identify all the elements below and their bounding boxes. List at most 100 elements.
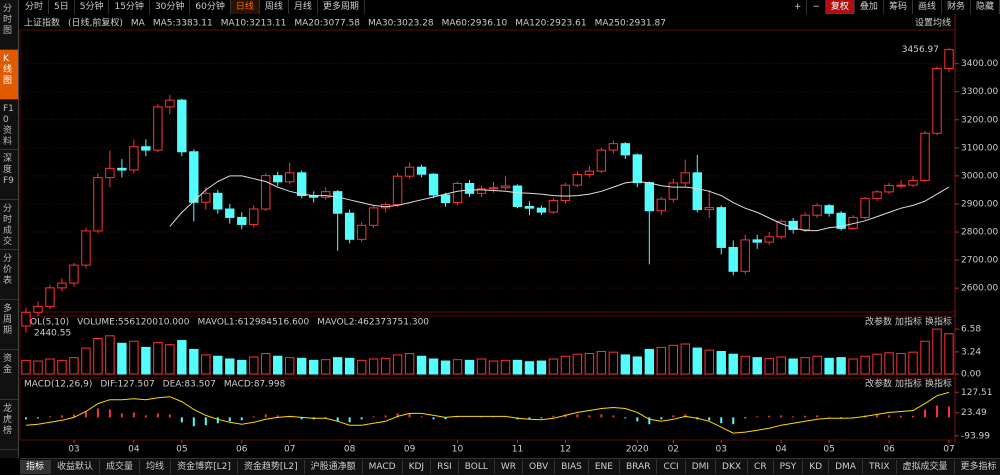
volume-bar [249,356,259,375]
x-tick-label: 06 [883,445,895,455]
candle-body [584,170,595,176]
indicator-tab[interactable]: BIAS [555,460,589,474]
indicator-tab[interactable]: MACD [363,460,403,474]
tool-button[interactable]: 筹码 [884,0,913,14]
candle-body [297,172,307,197]
indicator-tab[interactable]: ENE [589,460,620,474]
candle-body [141,146,151,151]
tool-button[interactable]: 复权 [825,0,855,14]
indicator-tab[interactable]: DKX [716,460,749,474]
header-text: MA5:3383.11 [153,19,213,29]
toolbar: 分时 5日 5分钟 15分钟 30分钟 60分钟 日线 周线 月线 更多周期 + − 复权 叠加 筹码 画线财… [20,0,1000,14]
sidebar-tab[interactable]: 资金 [0,350,18,400]
panel-button[interactable]: 改参数 [865,378,892,390]
sidebar-tab[interactable]: 分时图 [0,0,18,50]
tool-button[interactable]: 叠加 [855,0,884,14]
volume-bar [596,350,607,375]
y-tick-label: 2600.00 [961,284,998,294]
period-button[interactable]: 5日 [49,0,75,14]
sidebar-tab[interactable]: 分价表 [0,250,18,300]
header-text: MA10:3213.11 [221,19,287,29]
sidebar-tab[interactable]: 龙虎榜 [0,400,18,450]
indicator-tab[interactable]: CR [748,460,774,474]
indicator-tab[interactable]: BRAR [620,460,658,474]
volume-bar [392,354,403,375]
candle-body [21,311,31,327]
indicator-tab[interactable]: 资金趋势[L2] [238,460,305,474]
period-button[interactable]: 5分钟 [75,0,110,14]
indicator-tab[interactable]: 指标 [20,460,52,474]
volume-bar [812,355,822,375]
panel-button[interactable]: 加指标 [895,316,922,328]
period-button[interactable]: 30分钟 [150,0,191,14]
sidebar-tab[interactable]: K线图 [0,50,18,100]
panel-button[interactable]: 换指标 [925,316,952,328]
candle-body [261,175,271,210]
tool-button[interactable]: 隐藏 [971,0,1000,14]
period-button[interactable]: 周线 [260,0,289,14]
period-button[interactable]: 月线 [289,0,318,14]
volume-bar [668,344,678,375]
period-button[interactable]: 更多周期 [318,0,365,14]
candle-body [632,154,643,184]
candle-body [285,172,295,183]
candle-body [896,184,906,187]
period-button[interactable]: 60分钟 [190,0,231,14]
volume-bar [344,357,355,375]
y-tick-label: 2900.00 [961,199,998,209]
x-tick-label: 02 [668,445,679,455]
sidebar-tab[interactable]: 多周期 [0,300,18,350]
sidebar-tab[interactable]: F10资料 [0,100,18,150]
sidebar-tab[interactable]: 分时成交 [0,200,18,250]
indicator-tab[interactable]: 均线 [140,460,172,474]
indicator-tab[interactable]: 成交量 [100,460,141,474]
y-tick-label: 23.49 [961,408,987,418]
panel-button[interactable]: 加指标 [895,378,922,390]
period-button[interactable]: 日线 [230,0,260,14]
volume-bar [680,343,690,375]
indicator-tab[interactable]: 沪股通净额 [305,460,363,474]
volume-bar [273,355,283,375]
indicator-tab[interactable]: CCI [657,460,686,474]
settings-button[interactable]: 设置均线 [915,17,951,29]
tool-button[interactable]: − [807,0,826,14]
volume-bar [69,357,79,375]
panel-button[interactable]: 换指标 [925,378,952,390]
indicator-tab[interactable]: DMI [686,460,717,474]
x-tick-label: 04 [775,445,787,455]
candle-body [344,212,355,240]
indicator-tab[interactable]: KD [803,460,830,474]
indicator-tab[interactable]: RSI [431,460,459,474]
panel-frame [19,29,956,313]
volume-bar [884,352,894,375]
indicator-tab[interactable]: 资金博弈[L2] [171,460,238,474]
indicator-tab[interactable]: TRIX [863,460,897,474]
volume-bar [728,353,738,375]
tool-button[interactable]: 画线 [913,0,942,14]
candle-body [428,173,439,196]
indicator-tab[interactable]: 虚拟成交量 [897,460,955,474]
candle-body [165,99,175,108]
indicator-tab[interactable]: WR [495,460,524,474]
indicator-tab[interactable]: OBV [523,460,556,474]
sidebar-tab[interactable]: 深度F9 [0,150,18,200]
candle-body [860,197,870,218]
indicator-tab[interactable]: PSY [774,460,804,474]
indicator-tab[interactable]: 收益默认 [51,460,101,474]
x-tick-label: 07 [284,445,295,455]
tool-button[interactable]: + [789,0,808,14]
volume-bar [476,358,487,375]
min-label: 2440.55 [34,328,71,338]
period-button[interactable]: 分时 [20,0,50,14]
indicator-tab[interactable]: KDJ [403,460,432,474]
period-button[interactable]: 15分钟 [109,0,150,14]
panel-button[interactable]: 改参数 [865,316,892,328]
candle-body [884,184,894,193]
indicator-tab[interactable]: 更多指标 [955,460,1000,474]
candle-body [464,182,475,194]
indicator-tab[interactable]: DMA [829,460,863,474]
indicator-tab[interactable]: BOLL [459,460,495,474]
tool-button[interactable]: 财务 [942,0,971,14]
